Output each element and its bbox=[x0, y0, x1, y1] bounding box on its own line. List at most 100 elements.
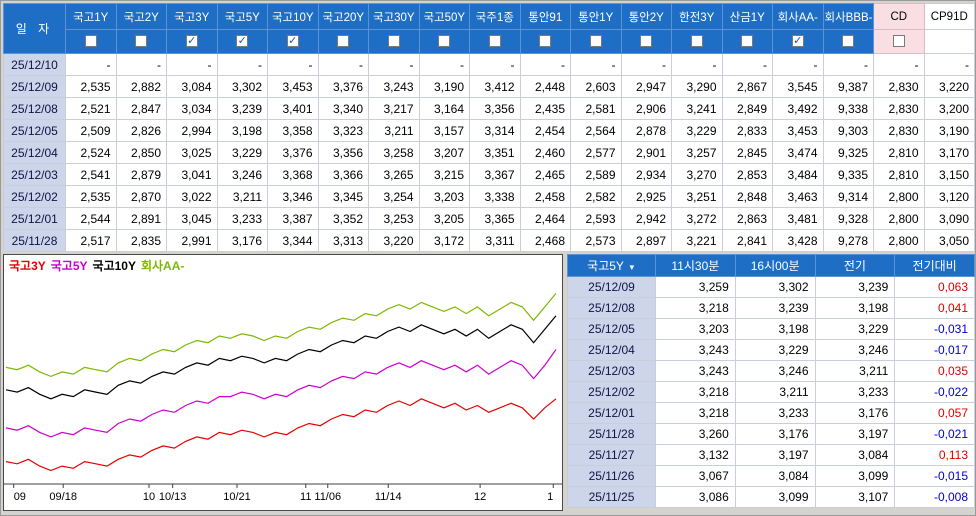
value-cell-통안91: 2,460 bbox=[519, 141, 571, 164]
column-header-국고50Y[interactable]: 국고50Y bbox=[418, 3, 470, 30]
column-header-국고3Y[interactable]: 국고3Y bbox=[166, 3, 218, 30]
column-header-통안2Y[interactable]: 통안2Y bbox=[620, 3, 672, 30]
column-header-국고1Y[interactable]: 국고1Y bbox=[65, 3, 117, 30]
date-column-header[interactable]: 일 자 bbox=[3, 3, 66, 54]
value-cell-국고30Y: - bbox=[368, 53, 420, 76]
value-11h30: 3,218 bbox=[655, 402, 736, 424]
value-16h00: 3,197 bbox=[734, 444, 816, 466]
column-header-한전3Y[interactable]: 한전3Y bbox=[671, 3, 723, 30]
intraday-row-25/12/08[interactable]: 25/12/08 3,218 3,239 3,198 0,041 bbox=[567, 297, 975, 319]
x-axis-label: 09/18 bbox=[49, 491, 77, 503]
value-cell-CP91D: 3,190 bbox=[923, 119, 975, 142]
date-cell: 25/12/02 bbox=[3, 185, 66, 208]
series-checkbox-국고2Y[interactable] bbox=[135, 35, 148, 48]
intraday-row-25/12/01[interactable]: 25/12/01 3,218 3,233 3,176 0,057 bbox=[567, 402, 975, 424]
daily-row-25/12/04[interactable]: 25/12/04 2,524 2,850 3,025 3,229 3,376 3,356 3,… bbox=[3, 141, 975, 164]
checkbox-cell-국고5Y: ✓ bbox=[216, 29, 268, 54]
intraday-column-header-16시00분[interactable]: 16시00분 bbox=[734, 254, 816, 277]
column-header-CD[interactable]: CD bbox=[873, 3, 925, 30]
series-checkbox-회사BBB-[interactable] bbox=[842, 35, 855, 48]
date-cell: 25/12/04 bbox=[567, 339, 656, 361]
column-header-회사AA-[interactable]: 회사AA- bbox=[772, 3, 824, 30]
intraday-column-header-국고5Y[interactable]: 국고5Y ▼ bbox=[567, 254, 656, 277]
sort-descending-icon[interactable]: ▼ bbox=[627, 263, 636, 272]
series-checkbox-국고1Y[interactable] bbox=[84, 35, 97, 48]
date-cell: 25/12/05 bbox=[3, 119, 66, 142]
series-checkbox-통안91[interactable] bbox=[539, 35, 552, 48]
series-checkbox-한전3Y[interactable] bbox=[690, 35, 703, 48]
value-previous: 3,084 bbox=[814, 444, 896, 466]
value-cell-한전3Y: 3,290 bbox=[671, 75, 723, 98]
x-axis-label: 09 bbox=[14, 491, 26, 503]
value-previous: 3,107 bbox=[814, 486, 896, 508]
series-checkbox-국고3Y[interactable]: ✓ bbox=[185, 35, 198, 48]
series-checkbox-국고10Y[interactable]: ✓ bbox=[286, 35, 299, 48]
value-cell-국고50Y: - bbox=[418, 53, 470, 76]
series-checkbox-국고50Y[interactable] bbox=[438, 35, 451, 48]
value-cell-국고10Y: 3,376 bbox=[267, 141, 319, 164]
column-header-국주1종[interactable]: 국주1종 bbox=[469, 3, 521, 30]
series-checkbox-산금1Y[interactable] bbox=[741, 35, 754, 48]
daily-row-25/12/09[interactable]: 25/12/09 2,535 2,882 3,084 3,302 3,453 3,376 3,… bbox=[3, 75, 975, 98]
value-cell-CD: 2,800 bbox=[873, 229, 925, 252]
value-change: -0,021 bbox=[894, 423, 975, 445]
column-header-산금1Y[interactable]: 산금1Y bbox=[721, 3, 773, 30]
intraday-row-25/11/26[interactable]: 25/11/26 3,067 3,084 3,099 -0,015 bbox=[567, 465, 975, 487]
intraday-column-header-11시30분[interactable]: 11시30분 bbox=[655, 254, 736, 277]
intraday-row-25/12/03[interactable]: 25/12/03 3,243 3,246 3,211 0,035 bbox=[567, 360, 975, 382]
column-header-회사BBB-[interactable]: 회사BBB- bbox=[822, 3, 874, 30]
value-cell-국고10Y: 3,453 bbox=[267, 75, 319, 98]
series-checkbox-통안1Y[interactable] bbox=[589, 35, 602, 48]
daily-row-25/12/08[interactable]: 25/12/08 2,521 2,847 3,034 3,239 3,401 3,340 3,… bbox=[3, 97, 975, 120]
column-header-국고20Y[interactable]: 국고20Y bbox=[317, 3, 369, 30]
date-cell: 25/12/09 bbox=[567, 276, 656, 298]
daily-row-25/11/28[interactable]: 25/11/28 2,517 2,835 2,991 3,176 3,344 3,313 3,… bbox=[3, 229, 975, 252]
column-header-국고10Y[interactable]: 국고10Y bbox=[267, 3, 319, 30]
column-header-국고2Y[interactable]: 국고2Y bbox=[115, 3, 167, 30]
series-checkbox-회사AA-[interactable]: ✓ bbox=[791, 35, 804, 48]
column-header-통안91[interactable]: 통안91 bbox=[519, 3, 571, 30]
series-checkbox-국주1종[interactable] bbox=[488, 35, 501, 48]
value-cell-국고3Y: 2,991 bbox=[166, 229, 218, 252]
column-header-CP91D[interactable]: CP91D bbox=[923, 3, 975, 30]
value-cell-회사AA-: 3,474 bbox=[772, 141, 824, 164]
value-cell-국고10Y: 3,358 bbox=[267, 119, 319, 142]
value-11h30: 3,203 bbox=[655, 318, 736, 340]
daily-row-25/12/03[interactable]: 25/12/03 2,541 2,879 3,041 3,246 3,368 3,366 3,… bbox=[3, 163, 975, 186]
column-header-국고5Y[interactable]: 국고5Y bbox=[216, 3, 268, 30]
checkbox-cell-국고10Y: ✓ bbox=[267, 29, 319, 54]
series-checkbox-국고20Y[interactable] bbox=[337, 35, 350, 48]
series-checkbox-CD[interactable] bbox=[892, 35, 905, 48]
intraday-column-header-전기대비[interactable]: 전기대비 bbox=[894, 254, 975, 277]
value-cell-CP91D: 3,120 bbox=[923, 185, 975, 208]
column-header-국고30Y[interactable]: 국고30Y bbox=[368, 3, 420, 30]
daily-row-25/12/02[interactable]: 25/12/02 2,535 2,870 3,022 3,211 3,346 3,345 3,… bbox=[3, 185, 975, 208]
value-previous: 3,197 bbox=[814, 423, 896, 445]
intraday-row-25/11/25[interactable]: 25/11/25 3,086 3,099 3,107 -0,008 bbox=[567, 486, 975, 508]
value-cell-한전3Y: 3,241 bbox=[671, 97, 723, 120]
date-cell: 25/11/27 bbox=[567, 444, 656, 466]
daily-row-25/12/05[interactable]: 25/12/05 2,509 2,826 2,994 3,198 3,358 3,323 3,… bbox=[3, 119, 975, 142]
intraday-row-25/12/09[interactable]: 25/12/09 3,259 3,302 3,239 0,063 bbox=[567, 276, 975, 298]
daily-row-25/12/10[interactable]: 25/12/10- - - - - - - - - - - - - - - - - - bbox=[3, 53, 975, 76]
series-checkbox-통안2Y[interactable] bbox=[640, 35, 653, 48]
value-cell-국고1Y: - bbox=[65, 53, 117, 76]
intraday-row-25/12/04[interactable]: 25/12/04 3,243 3,229 3,246 -0,017 bbox=[567, 339, 975, 361]
series-checkbox-국고30Y[interactable] bbox=[387, 35, 400, 48]
intraday-row-25/11/27[interactable]: 25/11/27 3,132 3,197 3,084 0,113 bbox=[567, 444, 975, 466]
value-cell-통안1Y: 2,603 bbox=[570, 75, 622, 98]
value-change: -0,015 bbox=[894, 465, 975, 487]
checkbox-cell-회사BBB- bbox=[822, 29, 874, 54]
value-11h30: 3,067 bbox=[655, 465, 736, 487]
value-change: -0,022 bbox=[894, 381, 975, 403]
value-cell-국주1종: 3,367 bbox=[469, 163, 521, 186]
daily-row-25/12/01[interactable]: 25/12/01 2,544 2,891 3,045 3,233 3,387 3,352 3,… bbox=[3, 207, 975, 230]
intraday-row-25/11/28[interactable]: 25/11/28 3,260 3,176 3,197 -0,021 bbox=[567, 423, 975, 445]
intraday-column-header-전기[interactable]: 전기 bbox=[814, 254, 896, 277]
series-checkbox-국고5Y[interactable]: ✓ bbox=[236, 35, 249, 48]
value-cell-국고2Y: - bbox=[115, 53, 167, 76]
intraday-row-25/12/05[interactable]: 25/12/05 3,203 3,198 3,229 -0,031 bbox=[567, 318, 975, 340]
column-header-통안1Y[interactable]: 통안1Y bbox=[570, 3, 622, 30]
intraday-row-25/12/02[interactable]: 25/12/02 3,218 3,211 3,233 -0,022 bbox=[567, 381, 975, 403]
value-cell-국고20Y: 3,356 bbox=[317, 141, 369, 164]
